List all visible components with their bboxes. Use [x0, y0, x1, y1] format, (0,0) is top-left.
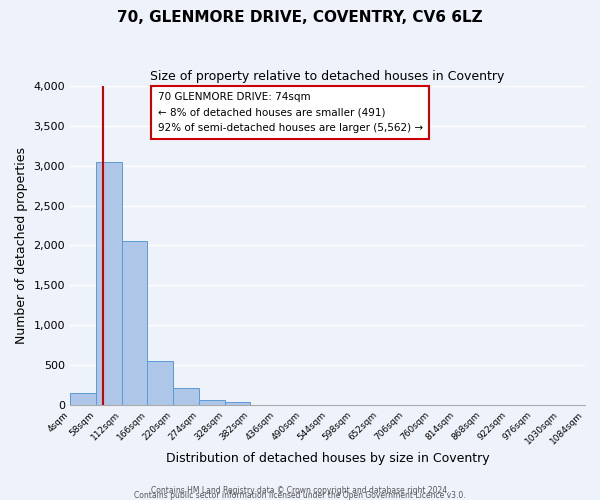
Bar: [122, 240, 147, 406]
Text: Contains public sector information licensed under the Open Government Licence v3: Contains public sector information licen…: [134, 491, 466, 500]
Text: 70, GLENMORE DRIVE, COVENTRY, CV6 6LZ: 70, GLENMORE DRIVE, COVENTRY, CV6 6LZ: [117, 10, 483, 25]
Bar: [224, 402, 250, 406]
Title: Size of property relative to detached houses in Coventry: Size of property relative to detached ho…: [151, 70, 505, 83]
Text: Contains HM Land Registry data © Crown copyright and database right 2024.: Contains HM Land Registry data © Crown c…: [151, 486, 449, 495]
Bar: [199, 400, 224, 406]
Text: 70 GLENMORE DRIVE: 74sqm
← 8% of detached houses are smaller (491)
92% of semi-d: 70 GLENMORE DRIVE: 74sqm ← 8% of detache…: [158, 92, 423, 133]
Bar: [96, 162, 122, 406]
Bar: [173, 388, 199, 406]
Bar: [70, 394, 96, 406]
X-axis label: Distribution of detached houses by size in Coventry: Distribution of detached houses by size …: [166, 452, 490, 465]
Y-axis label: Number of detached properties: Number of detached properties: [15, 147, 28, 344]
Bar: [147, 362, 173, 406]
